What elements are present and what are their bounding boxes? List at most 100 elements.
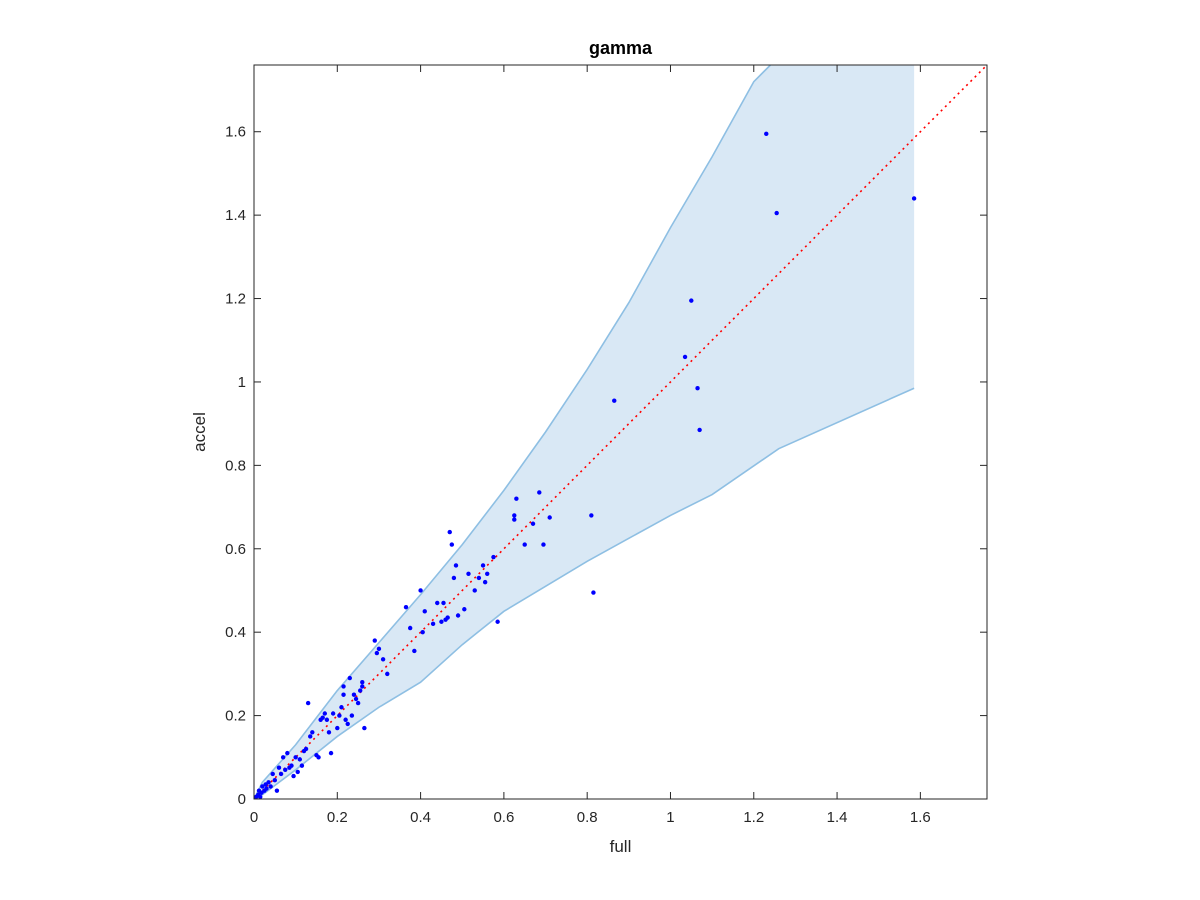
data-point xyxy=(353,696,359,702)
axes-box xyxy=(253,64,988,800)
data-point xyxy=(695,386,700,391)
data-point xyxy=(278,771,284,777)
data-point xyxy=(343,717,348,722)
data-point xyxy=(380,657,386,662)
data-point xyxy=(430,621,436,627)
data-point xyxy=(491,554,496,560)
data-point xyxy=(435,600,440,606)
data-point xyxy=(295,769,300,775)
data-point xyxy=(320,715,325,720)
data-point xyxy=(480,563,486,568)
data-point xyxy=(537,490,542,495)
x-tick-label: 0.6 xyxy=(493,809,514,826)
data-point xyxy=(316,755,321,760)
data-point xyxy=(339,705,344,710)
axes: 0 0.2 0.4 0.6 0.8 1 1.2 1.4 1.6 0 0.2 0.4 0.6 0.8 1 1.2… xyxy=(225,64,988,826)
data-point xyxy=(466,571,471,576)
y-axis-label: accel xyxy=(190,412,209,452)
data-point xyxy=(328,750,334,756)
data-point xyxy=(272,778,278,783)
data-point xyxy=(764,131,769,137)
data-point xyxy=(476,575,482,581)
data-point xyxy=(258,794,263,799)
data-point xyxy=(541,542,546,547)
data-point xyxy=(322,711,328,716)
data-point xyxy=(360,684,365,689)
data-point xyxy=(376,646,382,652)
data-point xyxy=(264,786,269,791)
data-point xyxy=(385,671,390,677)
data-point xyxy=(522,542,527,547)
y-tick-label: 1.2 xyxy=(225,291,246,308)
data-point xyxy=(310,730,315,735)
data-point xyxy=(280,755,286,760)
data-point xyxy=(341,692,346,697)
data-point xyxy=(453,563,459,568)
x-axis-label: full xyxy=(610,837,632,856)
data-point xyxy=(297,757,303,762)
data-point xyxy=(285,750,290,756)
x-tick-label: 1.2 xyxy=(743,809,764,826)
data-point xyxy=(355,700,361,706)
identity-line xyxy=(254,65,987,799)
y-tick-label: 1.6 xyxy=(225,124,246,141)
data-point xyxy=(485,571,490,576)
data-point xyxy=(589,513,594,518)
data-point xyxy=(326,730,332,735)
data-point xyxy=(441,600,446,606)
data-point xyxy=(266,780,271,785)
plot-area xyxy=(254,65,987,799)
data-point xyxy=(374,650,380,656)
data-point xyxy=(422,609,427,614)
data-point xyxy=(689,298,694,303)
chart-title: gamma xyxy=(589,38,653,58)
data-point xyxy=(337,713,342,718)
data-point xyxy=(308,734,313,739)
data-point xyxy=(439,619,444,624)
data-point xyxy=(330,711,336,716)
band-upper-edge xyxy=(254,65,771,799)
data-point xyxy=(512,517,517,522)
data-point xyxy=(335,725,340,731)
y-tick-label: 0.6 xyxy=(225,541,246,558)
data-point xyxy=(303,746,309,752)
data-point xyxy=(449,542,455,547)
data-point xyxy=(451,575,457,581)
data-point xyxy=(349,713,355,718)
x-tick-label: 1 xyxy=(666,809,674,826)
data-point xyxy=(447,529,452,535)
data-point xyxy=(362,725,367,731)
data-point xyxy=(495,619,500,624)
data-point xyxy=(911,196,917,201)
data-point xyxy=(260,784,265,789)
y-tick-label: 0.8 xyxy=(225,457,246,474)
data-point xyxy=(360,680,365,685)
y-tick-label: 0.2 xyxy=(225,708,246,725)
data-point xyxy=(274,788,280,793)
data-point xyxy=(682,354,688,360)
data-point xyxy=(407,625,413,631)
data-point xyxy=(270,771,275,777)
data-point xyxy=(774,210,779,216)
data-point xyxy=(591,590,596,595)
y-tick-label: 0 xyxy=(238,791,246,808)
data-point xyxy=(283,767,288,773)
y-tick-label: 1 xyxy=(238,374,246,391)
data-point xyxy=(482,579,488,585)
data-point xyxy=(372,638,377,643)
data-point xyxy=(445,615,450,620)
data-point xyxy=(403,604,409,610)
y-tick-label: 0.4 xyxy=(225,624,246,641)
data-point xyxy=(697,427,702,433)
x-tick-label: 0.8 xyxy=(577,809,598,826)
data-point xyxy=(462,607,467,612)
data-point xyxy=(268,784,273,789)
data-point xyxy=(512,513,517,518)
data-point xyxy=(530,521,536,526)
data-point xyxy=(291,773,296,779)
data-point xyxy=(412,648,417,654)
x-tick-label: 1.6 xyxy=(910,809,931,826)
data-point xyxy=(514,496,519,501)
data-point xyxy=(455,613,461,618)
